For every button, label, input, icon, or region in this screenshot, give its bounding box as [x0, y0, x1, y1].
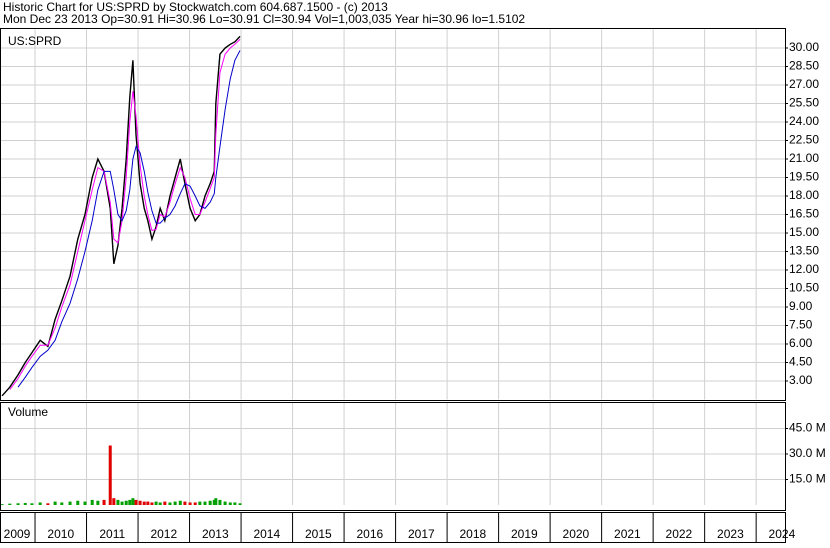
x-tick-label: 2024 — [769, 527, 796, 541]
y-tick-label: 10.50 — [789, 281, 819, 295]
x-tick-label: 2010 — [47, 527, 74, 541]
x-tick-label: 2009 — [4, 527, 31, 541]
x-tick-label: 2015 — [305, 527, 332, 541]
x-tick-label: 2013 — [202, 527, 229, 541]
volume-bar — [76, 500, 80, 505]
y-tick-label: 24.00 — [789, 114, 819, 128]
x-tick-label: 2012 — [150, 527, 177, 541]
y-tick-label: 18.00 — [789, 188, 819, 202]
volume-bar — [198, 501, 202, 505]
marks — [0, 35, 242, 505]
y-tick-label: 30.00 — [789, 40, 819, 54]
volume-bar — [131, 498, 135, 505]
volume-bar — [102, 499, 106, 505]
x-tick-label: 2014 — [253, 527, 280, 541]
volume-bar — [208, 500, 212, 505]
y-tick-label: 7.50 — [789, 318, 813, 332]
volume-bar — [124, 500, 128, 505]
volume-bar — [46, 503, 50, 505]
x-tick-label: 2017 — [408, 527, 435, 541]
volume-bar — [23, 502, 27, 505]
volume-bar — [60, 502, 64, 505]
volume-bar — [116, 499, 120, 505]
volume-bar — [178, 500, 182, 505]
volume-bar — [53, 501, 57, 505]
y-tick-label: 9.00 — [789, 299, 813, 313]
volume-bar — [38, 502, 42, 505]
chart-title: Historic Chart for US:SPRD by Stockwatch… — [3, 0, 388, 14]
volume-bar — [238, 503, 242, 505]
price-panel-label: US:SPRD — [8, 34, 62, 48]
volume-bar — [68, 501, 72, 505]
volume-bar — [108, 445, 112, 505]
y-tick-label: 12.00 — [789, 262, 819, 276]
volume-bar — [128, 499, 132, 505]
y-tick-label: 27.00 — [789, 77, 819, 91]
chart-subtitle: Mon Dec 23 2013 Op=30.91 Hi=30.96 Lo=30.… — [3, 12, 525, 26]
x-tick-label: 2020 — [563, 527, 590, 541]
y-tick-label: 45.0 M — [789, 421, 826, 435]
y-tick-label: 3.00 — [789, 373, 813, 387]
volume-bar — [96, 500, 100, 505]
volume-bar — [214, 498, 218, 505]
volume-bar — [154, 501, 158, 505]
y-tick-label: 13.50 — [789, 244, 819, 258]
x-tick-label: 2021 — [614, 527, 641, 541]
volume-bar — [8, 503, 12, 505]
volume-bar — [188, 502, 192, 505]
volume-bar — [138, 500, 142, 505]
y-tick-label: 30.0 M — [789, 446, 826, 460]
volume-bar — [203, 501, 207, 505]
volume-bar — [183, 501, 187, 505]
y-tick-label: 21.00 — [789, 151, 819, 165]
y-tick-label: 15.0 M — [789, 472, 826, 486]
x-tick-label: 2011 — [99, 527, 125, 541]
x-tick-label: 2022 — [666, 527, 693, 541]
volume-bar — [168, 502, 172, 505]
price-line — [9, 39, 241, 390]
volume-bar — [163, 501, 167, 505]
y-tick-label: 19.50 — [789, 170, 819, 184]
grid — [0, 29, 785, 505]
volume-bar — [218, 499, 222, 505]
y-tick-label: 22.50 — [789, 133, 819, 147]
volume-bar — [0, 504, 4, 505]
volume-bar — [212, 499, 216, 505]
volume-bar — [112, 498, 116, 505]
y-tick-label: 28.50 — [789, 59, 819, 73]
volume-bar — [134, 499, 138, 505]
volume-bar — [173, 501, 177, 505]
price-line — [17, 50, 241, 388]
volume-bar — [83, 501, 87, 505]
volume-bar — [146, 501, 150, 505]
volume-bar — [142, 501, 146, 505]
volume-bar — [193, 502, 197, 505]
volume-bar — [233, 502, 237, 505]
x-tick-label: 2016 — [356, 527, 383, 541]
price-line — [1, 35, 241, 397]
y-tick-label: 16.50 — [789, 207, 819, 221]
volume-bar — [223, 501, 227, 505]
y-tick-label: 4.50 — [789, 355, 813, 369]
volume-bar — [120, 501, 124, 505]
y-tick-label: 6.00 — [789, 336, 813, 350]
volume-bar — [150, 502, 154, 505]
y-tick-label: 25.50 — [789, 96, 819, 110]
x-tick-label: 2019 — [511, 527, 538, 541]
volume-bar — [30, 503, 34, 505]
x-tick-label: 2018 — [460, 527, 487, 541]
y-tick-label: 15.00 — [789, 225, 819, 239]
volume-panel-label: Volume — [8, 405, 48, 419]
volume-bar — [228, 502, 232, 505]
volume-bar — [158, 502, 162, 505]
volume-bar — [90, 499, 94, 505]
x-tick-label: 2023 — [717, 527, 744, 541]
volume-panel-border — [0, 402, 786, 511]
volume-bar — [16, 503, 20, 505]
